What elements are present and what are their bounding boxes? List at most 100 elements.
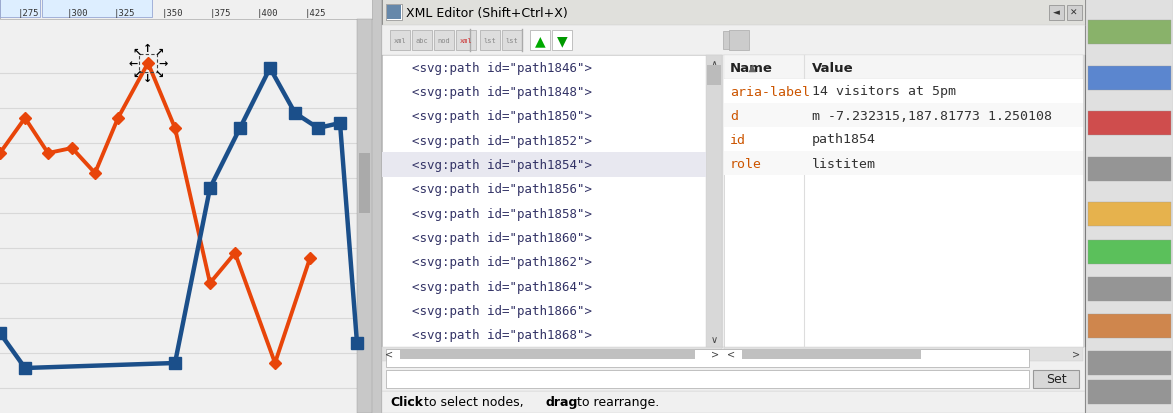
- Text: |425: |425: [305, 9, 326, 17]
- Text: Click: Click: [389, 396, 423, 408]
- Bar: [42, 0, 152, 18]
- Bar: [382, 0, 1085, 26]
- Bar: [359, 154, 369, 214]
- Bar: [1089, 351, 1171, 375]
- Text: <svg:path id="path1850">: <svg:path id="path1850">: [412, 110, 592, 123]
- Bar: [382, 347, 723, 361]
- Bar: [724, 80, 1083, 104]
- Text: xml: xml: [394, 38, 406, 44]
- Bar: [0, 0, 372, 413]
- Bar: [502, 31, 522, 51]
- Text: ↗: ↗: [155, 48, 164, 58]
- Bar: [724, 347, 1083, 361]
- Text: ↑: ↑: [143, 44, 152, 54]
- Text: ▼: ▼: [557, 34, 568, 48]
- Text: drag: drag: [545, 396, 577, 408]
- Bar: [1086, 0, 1173, 413]
- Bar: [386, 5, 402, 21]
- Bar: [1089, 157, 1171, 181]
- Bar: [724, 152, 1083, 176]
- Text: path1854: path1854: [812, 133, 876, 146]
- Bar: [0, 20, 357, 413]
- Bar: [382, 391, 1085, 413]
- Bar: [728, 31, 750, 51]
- Text: ∨: ∨: [711, 334, 718, 344]
- Bar: [387, 6, 401, 20]
- Text: aria-label: aria-label: [730, 85, 811, 98]
- Text: <svg:path id="path1846">: <svg:path id="path1846">: [412, 62, 592, 74]
- Bar: [357, 20, 372, 413]
- Bar: [1089, 112, 1171, 136]
- Text: to select nodes,: to select nodes,: [420, 396, 528, 408]
- Text: 14 visitors at 5pm: 14 visitors at 5pm: [812, 85, 956, 98]
- Text: <svg:path id="path1862">: <svg:path id="path1862">: [412, 256, 592, 269]
- Bar: [480, 31, 500, 51]
- Bar: [743, 349, 921, 359]
- Bar: [724, 104, 1083, 128]
- Bar: [1089, 240, 1171, 264]
- Bar: [552, 31, 572, 51]
- Bar: [706, 56, 723, 347]
- Bar: [400, 349, 694, 359]
- Bar: [1033, 370, 1079, 388]
- Text: ↖: ↖: [133, 48, 142, 58]
- Bar: [724, 128, 1083, 152]
- Text: ∧: ∧: [711, 59, 718, 69]
- Text: <svg:path id="path1868">: <svg:path id="path1868">: [412, 328, 592, 342]
- Text: lst: lst: [483, 38, 496, 44]
- Text: |400: |400: [257, 9, 278, 17]
- Text: ✕: ✕: [1070, 9, 1078, 17]
- Text: ↓: ↓: [143, 74, 152, 84]
- Bar: [434, 31, 454, 51]
- Text: <svg:path id="path1848">: <svg:path id="path1848">: [412, 86, 592, 99]
- Bar: [0, 0, 372, 20]
- Bar: [0, 0, 40, 18]
- Text: |325: |325: [114, 9, 136, 17]
- Text: ▲: ▲: [535, 34, 545, 48]
- Text: ←: ←: [128, 59, 137, 69]
- Bar: [138, 55, 157, 73]
- Bar: [724, 56, 1083, 80]
- Bar: [382, 56, 723, 347]
- Bar: [1089, 66, 1171, 90]
- Bar: [1089, 380, 1171, 404]
- Text: id: id: [730, 133, 746, 146]
- Text: ↘: ↘: [155, 70, 164, 80]
- Text: <svg:path id="path1852">: <svg:path id="path1852">: [412, 134, 592, 147]
- Bar: [530, 31, 550, 51]
- Text: <svg:path id="path1854">: <svg:path id="path1854">: [412, 159, 592, 171]
- Text: lst: lst: [506, 38, 518, 44]
- Text: ↙: ↙: [133, 70, 142, 80]
- Text: <svg:path id="path1858">: <svg:path id="path1858">: [412, 207, 592, 220]
- Text: |350: |350: [162, 9, 183, 17]
- Text: abc: abc: [415, 38, 428, 44]
- Bar: [386, 349, 1029, 367]
- Text: nod: nod: [438, 38, 450, 44]
- Bar: [382, 0, 1085, 413]
- Text: <svg:path id="path1856">: <svg:path id="path1856">: [412, 183, 592, 196]
- Text: <: <: [727, 349, 735, 359]
- Text: >: >: [711, 349, 719, 359]
- Bar: [1089, 203, 1171, 227]
- Text: Value: Value: [812, 62, 854, 74]
- Text: |275: |275: [18, 9, 40, 17]
- Text: |375: |375: [210, 9, 231, 17]
- Bar: [389, 31, 411, 51]
- Text: to rearrange.: to rearrange.: [572, 396, 659, 408]
- Bar: [1089, 21, 1171, 45]
- Text: XML Editor (Shift+Ctrl+X): XML Editor (Shift+Ctrl+X): [406, 7, 568, 19]
- Text: <svg:path id="path1860">: <svg:path id="path1860">: [412, 231, 592, 244]
- Text: ▲: ▲: [735, 63, 757, 73]
- Text: d: d: [730, 109, 738, 122]
- Text: ◄: ◄: [1052, 9, 1059, 17]
- Text: listitem: listitem: [812, 157, 876, 170]
- Text: <svg:path id="path1864">: <svg:path id="path1864">: [412, 280, 592, 293]
- Text: m -7.232315,187.81773 1.250108: m -7.232315,187.81773 1.250108: [812, 109, 1052, 122]
- Bar: [382, 347, 1085, 391]
- Bar: [723, 32, 741, 50]
- Text: Set: Set: [1045, 373, 1066, 386]
- Text: |300: |300: [67, 9, 88, 17]
- Text: →: →: [158, 59, 168, 69]
- Bar: [724, 56, 1083, 347]
- Bar: [386, 370, 1029, 388]
